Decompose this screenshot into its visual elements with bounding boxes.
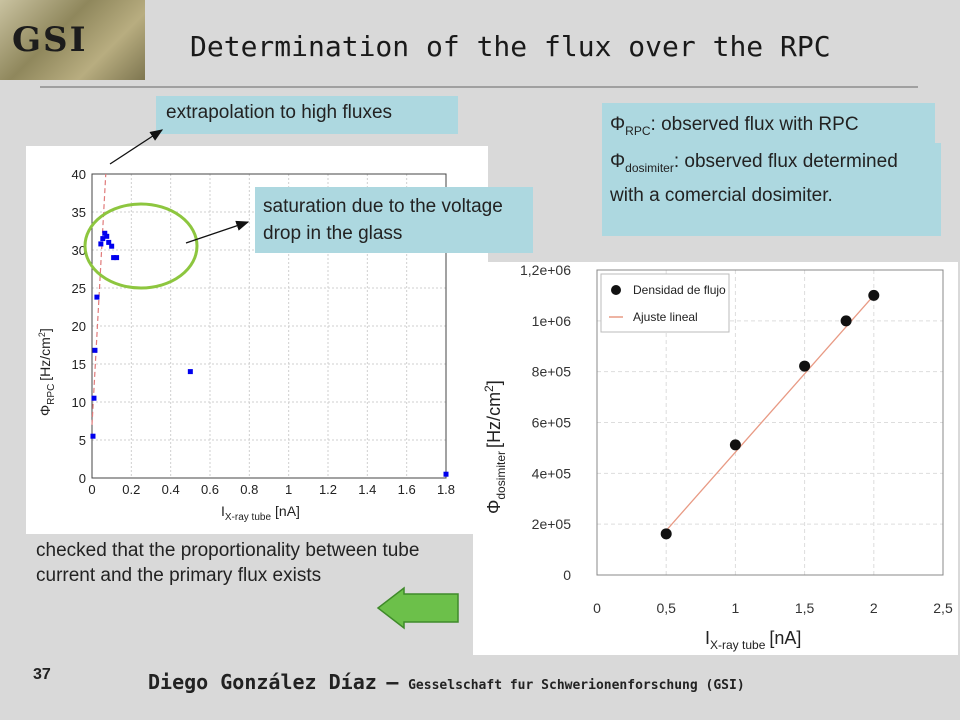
data-point xyxy=(90,433,96,439)
y-axis-label: Φdosimiter[Hz/cm2] xyxy=(482,380,508,514)
y-tick-label: 10 xyxy=(72,395,86,410)
x-tick-label: 0.2 xyxy=(122,482,140,497)
y-tick-label: 25 xyxy=(72,281,86,296)
x-tick-label: 1.8 xyxy=(437,482,455,497)
legend-label-densidad: Densidad de flujo xyxy=(633,283,726,297)
y-tick-label: 35 xyxy=(72,205,86,220)
data-point xyxy=(111,255,117,261)
dosimiter-chart-panel: 0 0,5 1 1,5 2 2,5 0 2e+05 4e+05 6e+05 8e+05 1e+06 1… xyxy=(473,262,958,655)
legend-label-ajuste: Ajuste lineal xyxy=(633,310,698,324)
x-tick-label: 1.4 xyxy=(358,482,376,497)
data-point xyxy=(799,360,811,372)
x-tick-label: 2,5 xyxy=(933,600,953,616)
plot-frame xyxy=(596,269,944,576)
phi-dosimiter-callout: Φdosimiter: observed flux determined wit… xyxy=(602,143,941,236)
proportionality-note: checked that the proportionality between… xyxy=(36,540,420,586)
x-tick-label: 0 xyxy=(593,600,601,616)
gsi-logo: GSI xyxy=(0,0,145,80)
y-tick-labels: 0 5 10 15 20 25 30 35 40 xyxy=(72,167,86,486)
legend-marker-densidad xyxy=(611,285,621,295)
x-tick-label: 1,5 xyxy=(795,600,815,616)
x-tick-labels: 0 0.2 0.4 0.6 0.8 1 1.2 1.4 1.6 1.8 xyxy=(88,482,455,497)
extrapolation-callout: extrapolation to high fluxes xyxy=(156,96,458,134)
data-point xyxy=(100,236,106,242)
linear-fit-line xyxy=(665,294,875,531)
y-tick-label: 4e+05 xyxy=(532,465,572,481)
data-point xyxy=(102,230,108,236)
y-tick-label: 1e+06 xyxy=(532,313,572,329)
dosimiter-flux-chart: 0 0,5 1 1,5 2 2,5 0 2e+05 4e+05 6e+05 8e+05 1e+06 1… xyxy=(482,262,953,652)
x-tick-label: 1.6 xyxy=(398,482,416,497)
slide-number: 37 xyxy=(33,666,51,683)
x-tick-label: 2 xyxy=(870,600,878,616)
data-point xyxy=(94,294,100,300)
y-axis-label: ΦRPC[Hz/cm2] xyxy=(37,328,57,416)
plot-frame xyxy=(91,173,447,479)
y-tick-label: 5 xyxy=(79,433,86,448)
data-point xyxy=(98,241,104,247)
footer-separator: – xyxy=(386,670,399,694)
y-tick-label: 0 xyxy=(79,471,86,486)
y-tick-label: 20 xyxy=(72,319,86,334)
data-point xyxy=(91,395,97,401)
slide-title: Determination of the flux over the RPC xyxy=(190,30,831,63)
footer-credit: Diego González Díaz – Gesselschaft fur S… xyxy=(148,670,745,694)
data-point xyxy=(104,233,110,239)
x-axis-label: IX-ray tube [nA] xyxy=(221,503,300,523)
x-tick-label: 0 xyxy=(88,482,95,497)
x-tick-label: 0.4 xyxy=(162,482,180,497)
saturation-callout: saturation due to the voltage drop in th… xyxy=(255,187,533,253)
y-tick-label: 1,2e+06 xyxy=(520,262,571,278)
x-tick-label: 0.6 xyxy=(201,482,219,497)
author-name: Diego González Díaz xyxy=(148,670,377,694)
x-axis-label: IX-ray tube [nA] xyxy=(705,628,801,652)
x-tick-label: 1 xyxy=(732,600,740,616)
data-point xyxy=(109,243,115,249)
data-point xyxy=(106,239,112,245)
data-point xyxy=(443,471,449,477)
data-points xyxy=(90,230,449,477)
title-divider xyxy=(40,86,918,88)
rpc-flux-chart: 0 0.2 0.4 0.6 0.8 1 1.2 1.4 1.6 1.8 0 5 10 15 20 25 30 3… xyxy=(37,167,455,523)
phi-rpc-callout: ΦRPC: observed flux with RPC xyxy=(602,103,935,143)
data-point xyxy=(729,439,741,451)
data-point xyxy=(187,369,193,375)
y-tick-label: 30 xyxy=(72,243,86,258)
x-tick-label: 0.8 xyxy=(240,482,258,497)
data-point xyxy=(660,528,672,540)
y-tick-label: 8e+05 xyxy=(532,364,572,380)
chart-legend: Densidad de flujo Ajuste lineal xyxy=(600,273,730,333)
data-points xyxy=(660,289,880,540)
logo-text: GSI xyxy=(12,20,88,60)
data-point xyxy=(840,315,852,327)
data-point xyxy=(92,347,98,353)
institution-name: Gesselschaft fur Schwerionenforschung (G… xyxy=(408,678,745,693)
y-tick-label: 0 xyxy=(563,567,571,583)
y-tick-labels: 0 2e+05 4e+05 6e+05 8e+05 1e+06 1,2e+06 xyxy=(520,262,571,583)
x-tick-label: 1 xyxy=(285,482,292,497)
data-point xyxy=(114,255,120,261)
x-tick-labels: 0 0,5 1 1,5 2 2,5 xyxy=(593,600,953,616)
left-arrow-icon xyxy=(376,586,459,630)
y-tick-label: 2e+05 xyxy=(532,516,572,532)
saturation-highlight-ellipse xyxy=(83,202,199,290)
x-tick-label: 1.2 xyxy=(319,482,337,497)
y-tick-label: 40 xyxy=(72,167,86,182)
x-tick-label: 0,5 xyxy=(656,600,676,616)
y-tick-label: 15 xyxy=(72,357,86,372)
data-point xyxy=(868,289,880,301)
y-tick-label: 6e+05 xyxy=(532,415,572,431)
